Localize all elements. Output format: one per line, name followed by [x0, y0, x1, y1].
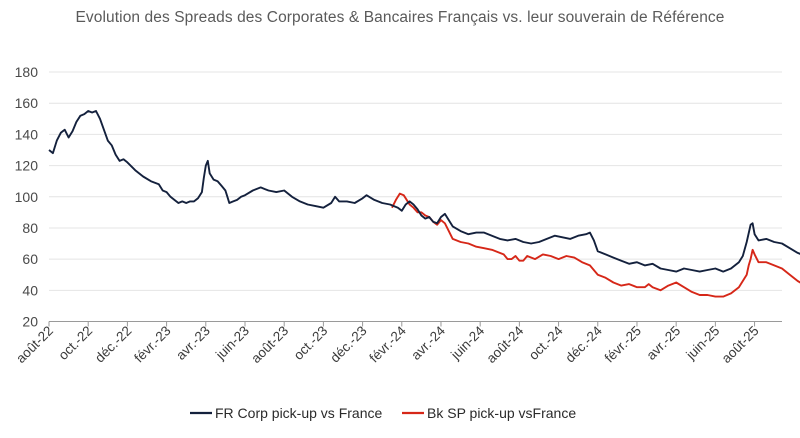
legend-label-fr-corp: FR Corp pick-up vs France: [215, 405, 382, 421]
series-line-fr-corp: [48, 110, 800, 273]
x-tick-label: juin-24: [447, 323, 487, 363]
y-tick-label: 160: [15, 95, 39, 111]
x-tick-label: août-25: [719, 323, 762, 366]
chart-title: Evolution des Spreads des Corporates & B…: [75, 9, 725, 26]
y-axis-tick-labels: 20 40 60 80 100 120 140 160 180: [15, 64, 39, 330]
x-tick-label: févr.-23: [131, 323, 173, 365]
y-tick-label: 120: [15, 158, 39, 174]
x-tick-label: févr.-25: [602, 323, 644, 365]
x-tick-label: févr.-24: [366, 323, 409, 366]
x-tick-label: oct.-24: [526, 323, 566, 363]
x-tick-label: avr.-24: [408, 323, 448, 363]
x-tick-label: août-24: [484, 323, 527, 366]
y-tick-label: 20: [22, 314, 38, 330]
x-tick-label: oct.-22: [56, 323, 96, 363]
y-tick-label: 40: [22, 282, 38, 298]
y-tick-label: 180: [15, 64, 39, 80]
x-tick-label: déc.-24: [562, 323, 605, 366]
series-lines: [48, 110, 800, 298]
x-tick-label: déc.-22: [92, 323, 134, 365]
y-tick-label: 80: [22, 220, 38, 236]
x-tick-label: avr.-23: [173, 323, 213, 363]
legend: FR Corp pick-up vs France Bk SP pick-up v…: [190, 405, 576, 421]
legend-label-bk-sp: Bk SP pick-up vsFrance: [427, 405, 576, 421]
y-tick-label: 140: [15, 126, 39, 142]
series-line-bk-sp: [391, 192, 800, 298]
y-tick-label: 60: [22, 251, 38, 267]
grid-lines: [49, 71, 782, 291]
x-tick-label: déc.-23: [327, 323, 369, 365]
x-tick-label: août-23: [248, 323, 291, 366]
x-tick-label: avr.-25: [643, 323, 683, 363]
x-tick-label: juin-23: [212, 323, 252, 363]
x-tick-label: oct.-23: [291, 323, 331, 363]
x-tick-label: juin-25: [683, 323, 723, 363]
y-tick-label: 100: [15, 189, 39, 205]
